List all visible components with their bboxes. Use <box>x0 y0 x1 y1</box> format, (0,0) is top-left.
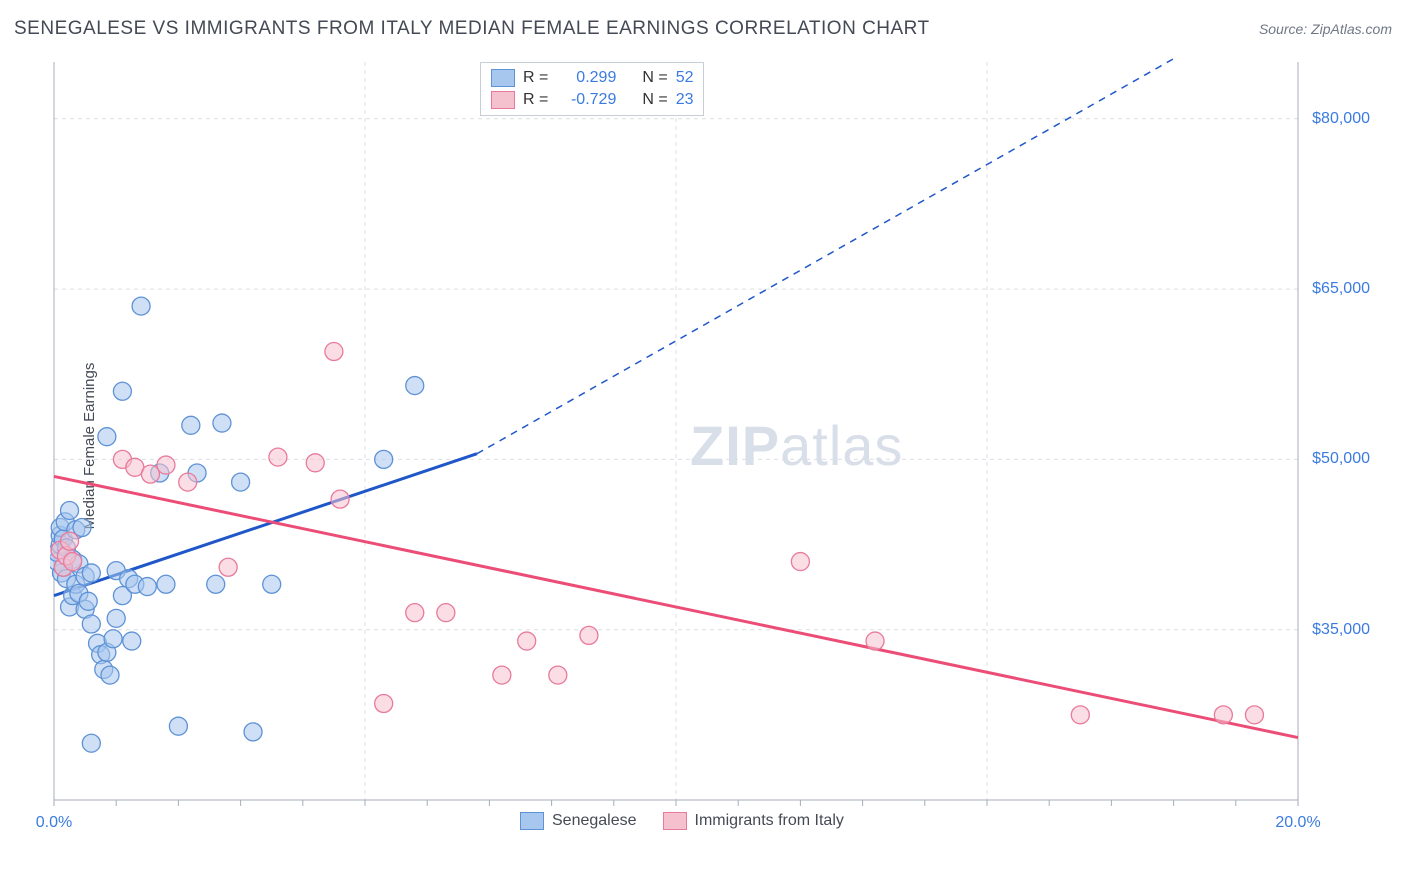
y-tick-label: $35,000 <box>1312 621 1370 639</box>
x-tick-label: 0.0% <box>36 814 72 832</box>
legend-r-label: R = <box>523 89 548 111</box>
legend-item-senegalese: Senegalese <box>520 812 637 830</box>
source-label: Source: ZipAtlas.com <box>1259 21 1392 37</box>
legend-n-value: 23 <box>676 89 694 111</box>
y-tick-label: $50,000 <box>1312 450 1370 468</box>
swatch-senegalese <box>520 812 544 830</box>
legend-correlation-row: R = -0.729 N = 23 <box>491 89 693 111</box>
chart-svg <box>50 58 1380 828</box>
legend-correlation-row: R = 0.299 N = 52 <box>491 67 693 89</box>
legend-swatch <box>491 69 515 87</box>
legend-n-label: N = <box>642 67 667 89</box>
swatch-italy <box>663 812 687 830</box>
legend-n-value: 52 <box>676 67 694 89</box>
legend-correlation-box: R = 0.299 N = 52 R = -0.729 N = 23 <box>480 62 704 116</box>
legend-swatch <box>491 91 515 109</box>
legend-item-italy: Immigrants from Italy <box>663 812 844 830</box>
y-tick-label: $65,000 <box>1312 280 1370 298</box>
legend-r-value: 0.299 <box>556 67 616 89</box>
title-bar: SENEGALESE VS IMMIGRANTS FROM ITALY MEDI… <box>14 18 1392 40</box>
chart-title: SENEGALESE VS IMMIGRANTS FROM ITALY MEDI… <box>14 18 930 40</box>
legend-r-value: -0.729 <box>556 89 616 111</box>
chart-plot: ZIPatlas R =0.299N =52R =-0.729N =23 Sen… <box>50 58 1380 828</box>
legend-r-label: R = <box>523 67 548 89</box>
y-tick-label: $80,000 <box>1312 110 1370 128</box>
x-tick-label: 20.0% <box>1275 814 1320 832</box>
legend-n-label: N = <box>642 89 667 111</box>
legend-label-senegalese: Senegalese <box>552 812 637 830</box>
legend-series: Senegalese Immigrants from Italy <box>520 812 844 830</box>
legend-label-italy: Immigrants from Italy <box>695 812 844 830</box>
